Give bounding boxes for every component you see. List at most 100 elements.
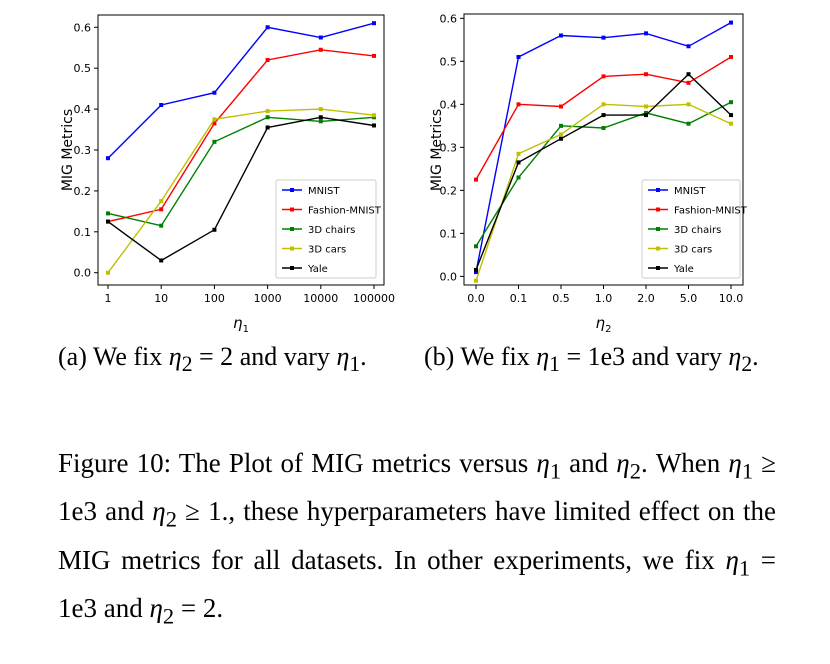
y-tick-label: 0.4 (440, 98, 458, 111)
data-point (265, 25, 270, 30)
data-point (729, 113, 733, 118)
y-tick-label: 0.5 (440, 55, 458, 68)
data-point (644, 113, 648, 118)
legend-marker (656, 227, 660, 231)
chart-a: 0.0 0.1 0.2 0.3 0.4 0.5 0.6 1 10 100 1000 10000 1000… (60, 14, 395, 335)
y-axis-label: MIG Metrics (429, 109, 445, 191)
data-point (212, 117, 217, 122)
y-axis-label: MIG Metrics (60, 109, 76, 191)
data-point (559, 123, 563, 128)
data-point (106, 211, 110, 216)
y-tick-label: 0.0 (440, 270, 458, 283)
data-point (372, 21, 376, 26)
x-axis-label-subscript: 2 (605, 324, 611, 335)
data-point (729, 121, 733, 126)
x-tick-label: 0.0 (467, 292, 485, 305)
y-tick-label: 0.5 (74, 62, 92, 75)
x-tick-label: 100000 (353, 292, 395, 305)
data-point (516, 151, 521, 156)
x-tick-label: 1000 (254, 292, 282, 305)
data-point (686, 44, 691, 49)
legend-marker (290, 266, 294, 270)
data-point (106, 219, 110, 224)
data-point (212, 227, 217, 232)
legend-label: Fashion-MNIST (308, 206, 382, 217)
data-point (644, 72, 648, 77)
subcaption-a: (a) We fix η2 = 2 and vary η1. (58, 342, 367, 377)
data-point (212, 90, 217, 95)
data-point (474, 270, 478, 275)
y-tick-label: 0.6 (440, 12, 458, 25)
legend-label: MNIST (674, 186, 706, 197)
subcaption-b: (b) We fix η1 = 1e3 and vary η2. (424, 342, 759, 377)
data-point (516, 175, 521, 180)
y-tick-label: 0.2 (74, 185, 92, 198)
legend-label: 3D cars (674, 245, 712, 256)
data-point (644, 110, 648, 115)
legend-marker (656, 246, 660, 251)
data-point (729, 100, 733, 105)
data-point (601, 113, 606, 118)
legend-label: 3D cars (308, 245, 346, 256)
data-point (474, 278, 478, 283)
data-point (474, 244, 478, 249)
data-point (159, 207, 164, 212)
x-tick-label: 0.5 (552, 292, 570, 305)
x-axis-label: η2 (596, 314, 612, 335)
legend-label: Yale (307, 264, 328, 275)
data-point (559, 132, 563, 137)
series-line (107, 22, 375, 159)
legend-marker (290, 188, 294, 192)
x-tick-label: 5.0 (680, 292, 698, 305)
y-tick-label: 0.2 (440, 184, 458, 197)
x-tick-label: 100 (204, 292, 225, 305)
data-point (212, 121, 217, 126)
data-point (265, 109, 270, 114)
x-axis-label: η1 (233, 314, 249, 335)
data-point (318, 107, 323, 112)
legend-label: 3D chairs (674, 225, 721, 236)
series-line (107, 116, 375, 262)
y-tick-label: 0.1 (74, 226, 92, 239)
data-point (372, 113, 376, 118)
legend-marker (656, 266, 660, 270)
data-point (318, 35, 323, 40)
data-point (106, 270, 110, 275)
x-tick-label: 10 (154, 292, 168, 305)
x-axis-label-subscript: 1 (243, 324, 249, 335)
series-line (107, 49, 375, 223)
series-line (107, 108, 375, 274)
data-point (159, 223, 164, 228)
data-point (686, 72, 691, 77)
data-point (372, 115, 376, 120)
x-axis-label-symbol: η (233, 314, 243, 332)
data-point (729, 55, 733, 60)
data-point (516, 102, 521, 107)
data-point (686, 102, 691, 107)
legend-label: Fashion-MNIST (674, 206, 748, 217)
y-tick-label: 0.0 (74, 267, 92, 280)
data-point (686, 121, 691, 126)
data-point (729, 20, 733, 25)
x-tick-label: 10000 (303, 292, 338, 305)
data-point (265, 58, 270, 62)
data-point (559, 104, 563, 109)
data-point (159, 258, 164, 263)
data-point (212, 139, 217, 144)
y-tick-label: 0.3 (74, 144, 92, 157)
data-point (318, 119, 323, 124)
x-tick-label: 1 (105, 292, 112, 305)
data-point (644, 104, 648, 109)
data-point (516, 55, 521, 60)
data-point (265, 125, 270, 130)
data-point (601, 102, 606, 107)
x-tick-label: 0.1 (510, 292, 528, 305)
legend-marker (656, 207, 660, 212)
chart-b: 0.0 0.1 0.2 0.3 0.4 0.5 0.6 0.0 0.1 0.5 1.0 2.0 5.0 1… (429, 12, 748, 335)
data-point (686, 80, 691, 85)
data-point (559, 136, 563, 141)
legend-marker (290, 227, 294, 231)
data-point (159, 199, 164, 204)
y-tick-label: 0.1 (440, 227, 458, 240)
data-point (644, 31, 648, 36)
